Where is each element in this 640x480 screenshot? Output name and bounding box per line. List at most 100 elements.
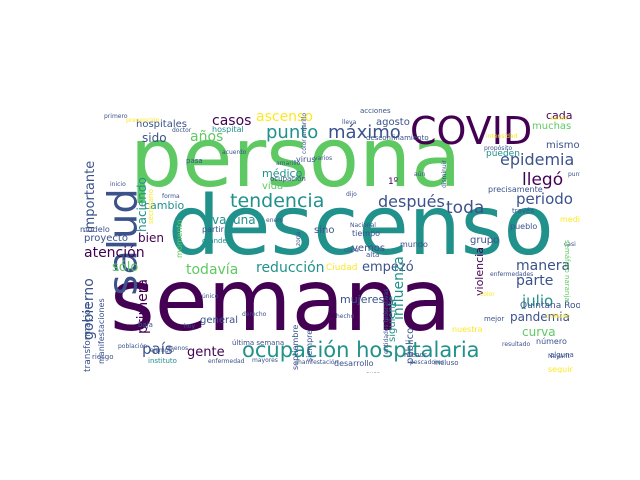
cloud-word: secretario [147,189,155,224]
cloud-word: pueden [486,149,520,159]
cloud-word: toda [446,198,485,218]
cloud-word: grupo [470,235,500,246]
cloud-word: doctor [172,127,192,134]
cloud-word: primero [104,113,128,120]
cloud-word: enero [266,217,284,224]
cloud-word: Nayarit [548,353,570,360]
cloud-word: casos [212,113,252,129]
cloud-word: epidemia [500,150,575,169]
cloud-word: hospitales [136,119,187,130]
cloud-word: manifestación [296,359,339,366]
cloud-word: médico [262,167,303,180]
cloud-word: hospital [212,125,244,134]
cloud-word: cada [546,109,573,122]
cloud-word: forma [162,193,180,200]
cloud-word: años [190,129,224,145]
cloud-word: través [512,207,535,215]
cloud-word: mejor [484,315,505,323]
cloud-word: derecho [242,311,267,318]
cloud-word: momento [175,219,184,258]
cloud-word: 1º [388,177,398,187]
cloud-word: ayer [366,372,379,374]
cloud-word: Ciudad [326,263,358,273]
cloud-word: país [142,340,173,358]
cloud-word: punto [568,171,580,178]
cloud-word: proyecto [84,233,128,244]
cloud-word: nuestra [452,325,483,334]
cloud-word: hoy [184,323,196,330]
cloud-word: clara [344,247,359,254]
cloud-word: después [378,192,445,211]
cloud-word: seguir [548,365,573,374]
cloud-word: atención [84,245,145,261]
cloud-word: llegó [522,170,564,190]
cloud-word: reducción [256,260,325,276]
cloud-word: dijo [346,191,357,198]
cloud-word: transformación [83,303,93,372]
cloud-word: acciones [360,108,391,115]
cloud-word: modelo [80,225,110,234]
cloud-word: siempre [305,329,314,362]
cloud-word: mundo [400,240,428,249]
cloud-word: muchas [532,121,572,132]
cloud-word: amarillo [276,160,301,167]
cloud-word: aún [414,171,426,178]
cloud-word: mismo [546,140,580,151]
cloud-word: general [200,315,239,326]
cloud-word: riesgo [92,353,114,361]
cloud-word: menos [168,345,189,352]
cloud-word: virus [296,155,316,164]
cloud-word: medida [560,215,580,224]
cloud-word: desarrollo [334,359,374,368]
cloud-word: agosto [376,117,410,128]
cloud-word: intensidad [486,133,518,140]
cloud-word: semáforo naranja [563,240,571,302]
cloud-word: enfermedades [490,271,534,278]
cloud-word: instituto [148,357,177,365]
cloud-word: ejemplo [150,347,175,354]
cloud-word: curva [522,325,556,339]
cloud-word: varios [314,155,333,162]
cloud-word: pescadores [410,359,445,366]
cloud-word: menor [404,351,427,359]
cloud-word: ascenso [256,109,313,125]
cloud-word: última semana [232,339,285,347]
cloud-word: ocupación [270,175,306,183]
cloud-word: población [118,343,148,350]
cloud-word: vacuna [212,213,256,227]
cloud-word: entidades federativas [383,288,390,354]
cloud-word: vida [262,181,284,192]
cloud-word: canes [550,115,568,122]
cloud-word: tiempo [352,229,381,238]
cloud-word: partir [202,225,224,234]
cloud-word: incluso [434,359,459,367]
cloud-word: punto [266,122,319,143]
cloud-word: cuidado [546,313,570,320]
cloud-word: COVID [410,109,533,153]
word-cloud: persona descenso semana COVID salud ocup… [80,108,580,373]
cloud-word: número [536,337,567,346]
cloud-word: lleva [342,119,357,126]
cloud-word: importante [83,160,98,233]
cloud-word: periodo [516,190,573,208]
cloud-word: acuerdo [222,149,247,156]
cloud-word: color [480,291,495,298]
cloud-word: ocupación hospitalaria [242,338,480,362]
cloud-word: sido [142,131,167,145]
cloud-word: máximo [328,122,401,143]
cloud-word: mayores [252,357,278,364]
cloud-word: inicio [110,181,126,188]
cloud-word: baja [138,321,153,329]
cloud-word: pandemia [510,310,570,324]
cloud-word: alta [366,251,380,259]
cloud-word: prevención [126,117,160,124]
cloud-word: julio [522,292,554,310]
cloud-word: tendencia [230,190,325,212]
cloud-word: empezó [362,260,414,275]
cloud-word: mujeres [340,293,385,306]
cloud-word: semana [110,251,452,351]
cloud-word: resultado [502,341,531,348]
cloud-word: color amarillo [301,112,308,154]
cloud-word: casi [564,241,576,248]
cloud-word: vemos [352,243,386,254]
